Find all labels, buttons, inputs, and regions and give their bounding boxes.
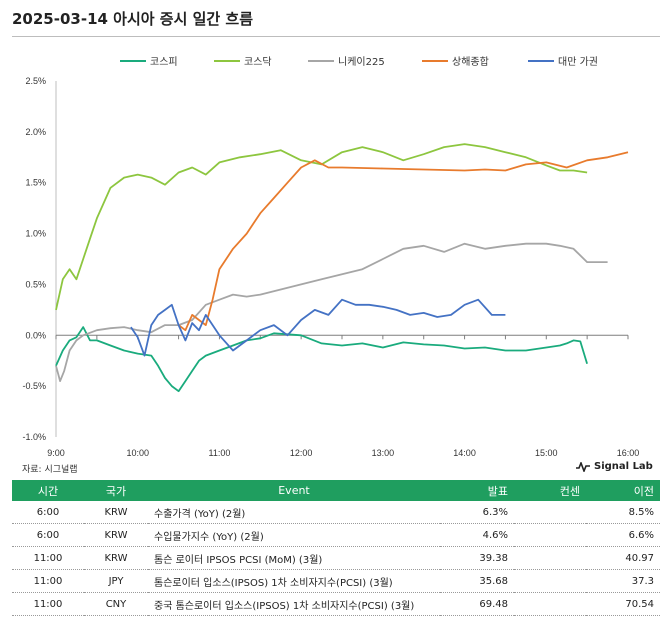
y-tick-label: -0.5% — [22, 381, 46, 391]
table-header-row: 시간 국가 Event 발표 컨센 이전 — [12, 480, 660, 501]
source-note: 자료: 시그널랩 — [22, 465, 78, 475]
cell-actual: 4.6% — [440, 523, 514, 547]
cell-previous: 37.3 — [586, 569, 660, 593]
table-row: 11:00 CNY 중국 톰슨로이터 입소스(IPSOS) 1차 소비자지수(P… — [12, 592, 660, 616]
table-row: 11:00 JPY 톰슨로이터 입소스(IPSOS) 1차 소비자지수(PCSI… — [12, 569, 660, 593]
cell-previous: 70.54 — [586, 592, 660, 616]
header-consensus: 컨센 — [514, 480, 586, 501]
cell-actual: 39.38 — [440, 546, 514, 570]
legend-label: 니케이225 — [338, 56, 385, 68]
page-title: 2025-03-14 아시아 증시 일간 흐름 — [12, 10, 254, 28]
chart-legend: 코스피 코스닥 니케이225 상해종합 대만 가권 — [120, 55, 598, 68]
header-actual: 발표 — [440, 480, 514, 501]
cell-country: KRW — [84, 546, 148, 570]
brand-name: Signal Lab — [594, 461, 653, 472]
cell-event: 톰슨로이터 입소스(IPSOS) 1차 소비자지수(PCSI) (3월) — [148, 569, 440, 593]
header-event: Event — [148, 480, 440, 501]
cell-event: 수출가격 (YoY) (2월) — [148, 501, 440, 524]
cell-time: 11:00 — [12, 569, 84, 593]
cell-event: 수입물가지수 (YoY) (2월) — [148, 523, 440, 547]
chart-series — [55, 143, 629, 393]
title-divider — [12, 36, 660, 37]
x-axis: 9:00 10:00 11:00 12:00 13:00 14:00 15:00 16:00 — [47, 334, 640, 458]
legend-label: 대만 가권 — [558, 56, 598, 68]
cell-actual: 6.3% — [440, 501, 514, 524]
cell-actual: 69.48 — [440, 592, 514, 616]
series-line — [55, 143, 588, 311]
y-tick-label: 1.0% — [25, 229, 46, 239]
brand-logo: Signal Lab — [576, 461, 653, 472]
y-tick-label: 0.5% — [25, 279, 46, 289]
x-tick-label: 13:00 — [372, 448, 395, 458]
x-tick-label: 15:00 — [535, 448, 558, 458]
y-tick-label: 2.0% — [25, 127, 46, 137]
legend-label: 코스피 — [150, 56, 178, 68]
cell-country: CNY — [84, 592, 148, 616]
line-chart: 코스피 코스닥 니케이225 상해종합 대만 가권 -1.0% -0.5% 0.0% 0.5%… — [22, 55, 640, 458]
cell-time: 11:00 — [12, 592, 84, 616]
series-line — [55, 242, 608, 383]
x-tick-label: 14:00 — [453, 448, 476, 458]
cell-consensus — [514, 569, 586, 593]
cell-actual: 35.68 — [440, 569, 514, 593]
cell-event: 중국 톰슨로이터 입소스(IPSOS) 1차 소비자지수(PCSI) (3월) — [148, 592, 440, 616]
series-line — [55, 326, 588, 393]
cell-previous: 6.6% — [586, 523, 660, 547]
header-time: 시간 — [12, 480, 84, 501]
legend-label: 상해종합 — [452, 55, 489, 68]
x-tick-label: 9:00 — [47, 448, 65, 458]
table-row: 11:00 KRW 톰슨 로이터 IPSOS PCSI (MoM) (3월) 3… — [12, 546, 660, 570]
series-line — [178, 151, 629, 332]
cell-country: KRW — [84, 523, 148, 547]
x-tick-label: 10:00 — [126, 448, 149, 458]
y-tick-label: 2.5% — [25, 76, 46, 86]
cell-consensus — [514, 592, 586, 616]
cell-time: 6:00 — [12, 523, 84, 547]
x-tick-label: 11:00 — [208, 448, 230, 458]
y-axis: -1.0% -0.5% 0.0% 0.5% 1.0% 1.5% 2.0% 2.5% — [22, 76, 57, 442]
series-line — [130, 298, 506, 357]
header-previous: 이전 — [586, 480, 660, 501]
cell-previous: 40.97 — [586, 546, 660, 570]
y-tick-label: -1.0% — [22, 432, 46, 442]
cell-previous: 8.5% — [586, 501, 660, 524]
legend-label: 코스닥 — [244, 56, 272, 68]
cell-event: 톰슨 로이터 IPSOS PCSI (MoM) (3월) — [148, 546, 440, 570]
cell-consensus — [514, 546, 586, 570]
cell-country: KRW — [84, 501, 148, 524]
header-country: 국가 — [84, 480, 148, 501]
economic-events-table: 시간 국가 Event 발표 컨센 이전 6:00 KRW 수출가격 (YoY)… — [12, 480, 660, 616]
x-tick-label: 12:00 — [290, 448, 313, 458]
cell-time: 6:00 — [12, 501, 84, 524]
cell-consensus — [514, 523, 586, 547]
cell-consensus — [514, 501, 586, 524]
cell-country: JPY — [84, 569, 148, 593]
y-tick-label: 1.5% — [25, 178, 46, 188]
pulse-icon — [576, 461, 590, 472]
table-row: 6:00 KRW 수출가격 (YoY) (2월) 6.3% 8.5% — [12, 501, 660, 524]
table-row: 6:00 KRW 수입물가지수 (YoY) (2월) 4.6% 6.6% — [12, 523, 660, 547]
y-tick-label: 0.0% — [25, 330, 46, 340]
x-tick-label: 16:00 — [617, 448, 640, 458]
cell-time: 11:00 — [12, 546, 84, 570]
